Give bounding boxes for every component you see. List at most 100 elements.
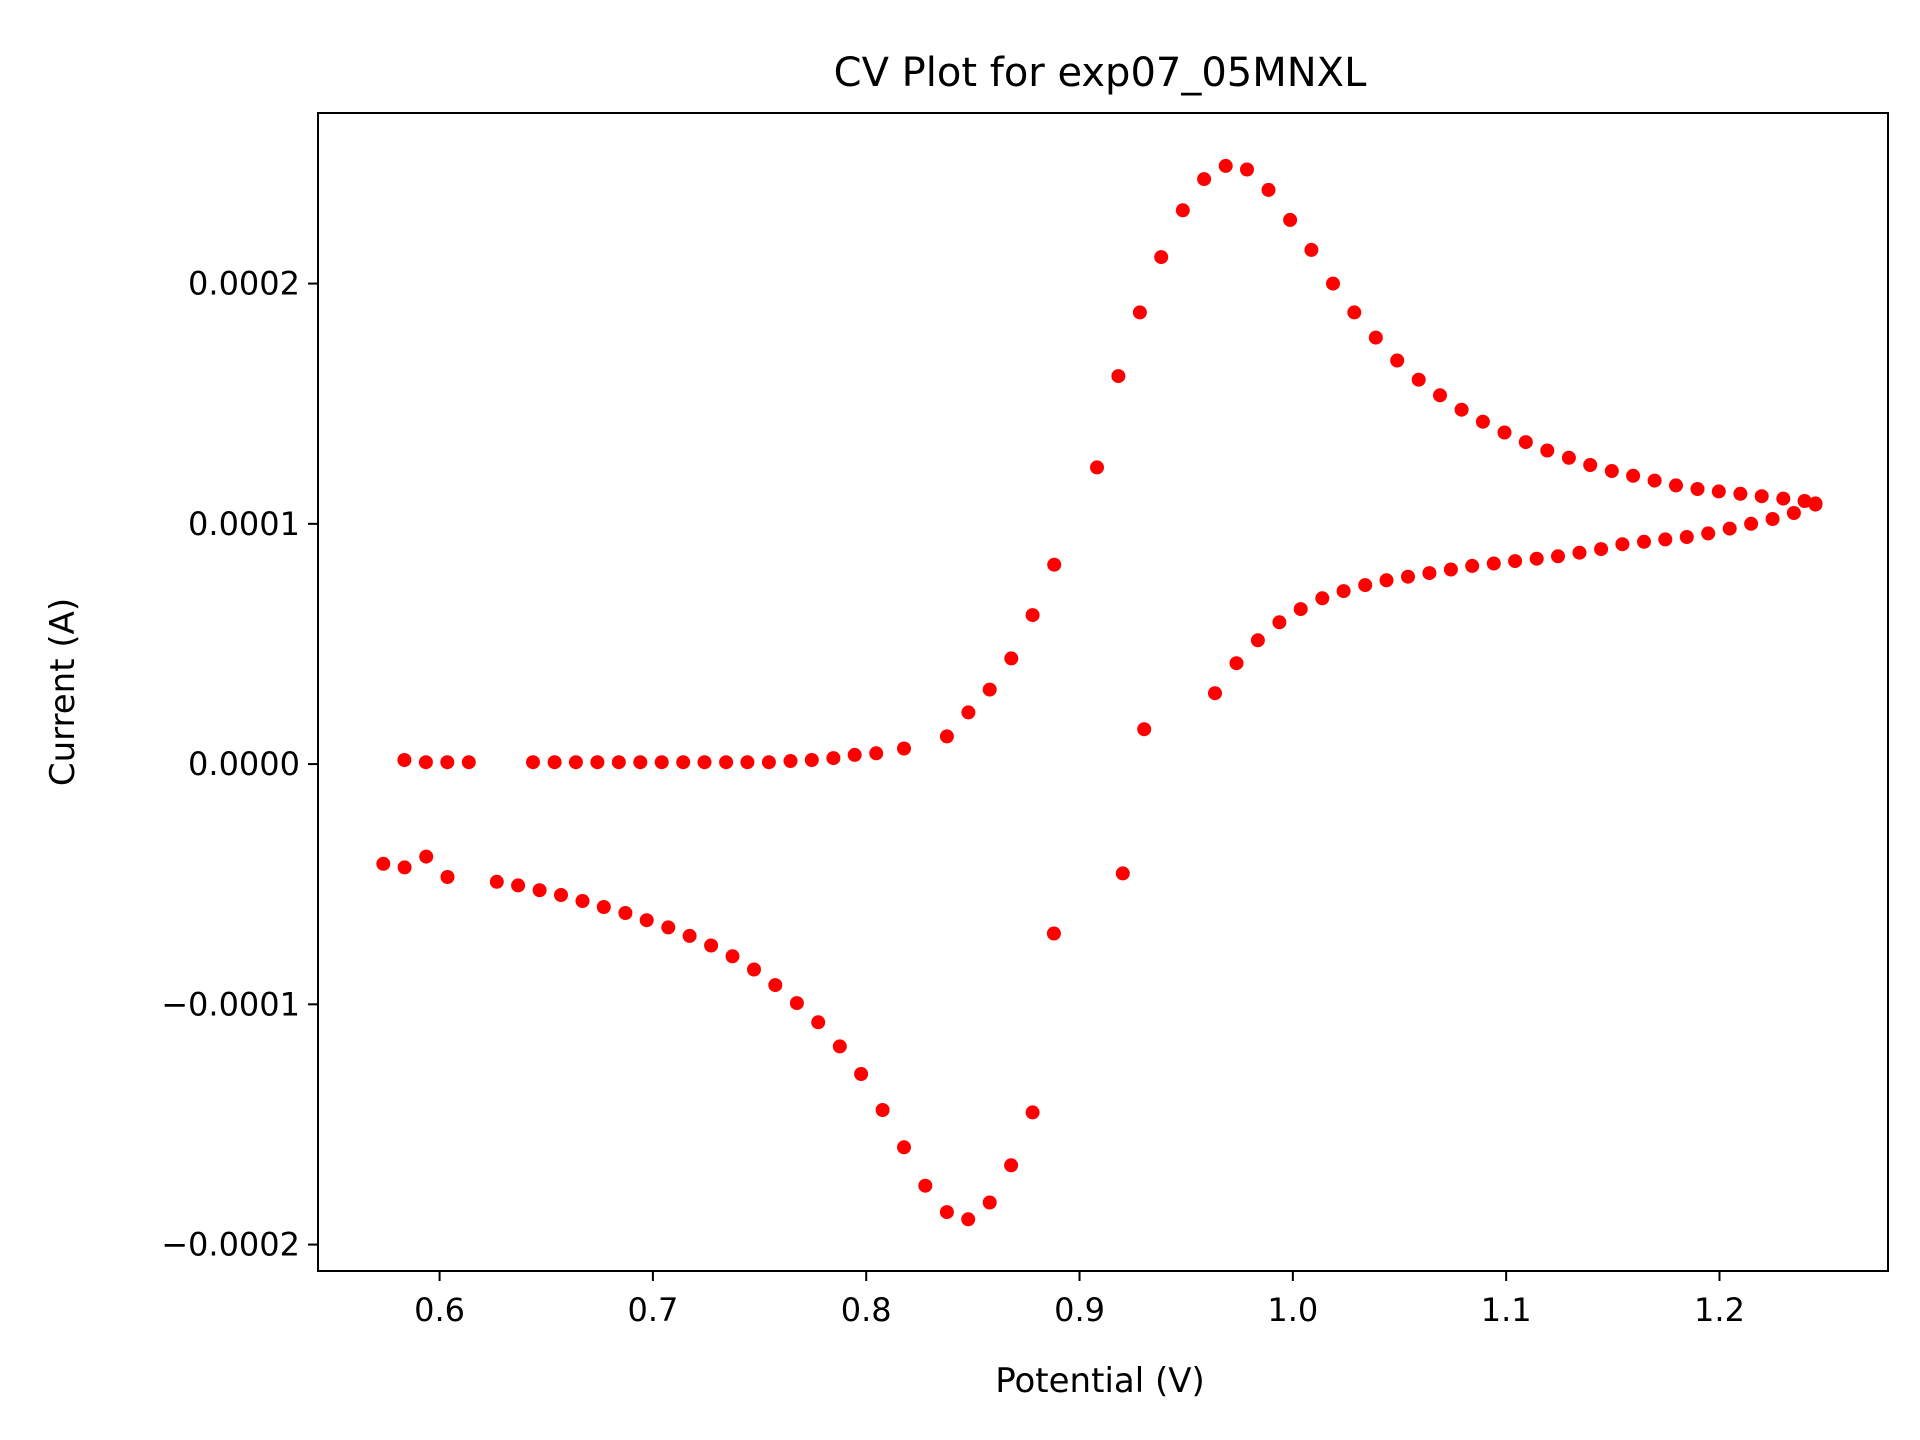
data-point (1443, 562, 1458, 577)
data-point (897, 741, 911, 756)
data-point (1272, 615, 1287, 630)
data-point (1454, 402, 1469, 417)
data-point (618, 906, 633, 920)
data-point (1679, 530, 1694, 544)
data-point (1604, 464, 1619, 478)
x-tick-label: 0.6 (414, 1291, 465, 1329)
data-point (1765, 512, 1780, 526)
data-point (1733, 486, 1748, 501)
data-point (1379, 573, 1394, 588)
data-point (897, 1140, 911, 1155)
data-point (1175, 203, 1190, 218)
data-point (1647, 473, 1662, 488)
data-point (811, 1015, 826, 1030)
data-point (633, 755, 648, 770)
data-point (1229, 656, 1244, 671)
data-point (1197, 172, 1212, 187)
data-point (761, 755, 776, 770)
x-tick-label: 0.8 (841, 1291, 892, 1329)
data-point (1540, 443, 1555, 458)
data-point (1293, 602, 1308, 617)
data-point (725, 949, 740, 964)
data-point (1658, 532, 1673, 547)
data-point (918, 1178, 933, 1193)
data-point (826, 751, 841, 766)
data-point (1786, 506, 1801, 520)
data-point (575, 894, 590, 908)
y-tick-label: 0.0002 (188, 265, 300, 303)
data-point (639, 913, 654, 928)
data-point (982, 1195, 997, 1210)
data-point (611, 755, 626, 770)
data-point (1368, 330, 1383, 345)
data-point (1486, 556, 1501, 571)
data-point (1433, 388, 1447, 403)
x-axis-label: Potential (V) (995, 1361, 1205, 1401)
data-point (654, 755, 669, 770)
data-point (1690, 482, 1705, 496)
data-point (1401, 569, 1415, 584)
data-point (1004, 1158, 1019, 1173)
data-point (697, 755, 712, 770)
data-point (590, 755, 605, 770)
data-point (1615, 537, 1630, 552)
data-point (1465, 558, 1480, 573)
y-tick-label: 0.0001 (188, 505, 300, 543)
data-point (418, 755, 433, 770)
data-point (1261, 182, 1276, 197)
data-point (1111, 369, 1126, 384)
data-point (789, 996, 804, 1011)
data-point (1475, 414, 1490, 429)
data-point (1218, 158, 1233, 173)
data-point (1808, 497, 1823, 512)
data-point (1347, 305, 1362, 320)
data-point (854, 1067, 869, 1081)
y-tick-label: −0.0002 (161, 1226, 300, 1264)
data-point (1711, 484, 1726, 499)
data-point (1326, 276, 1340, 291)
data-point (1208, 686, 1222, 701)
data-point (419, 849, 434, 864)
y-axis-label: Current (A) (43, 598, 83, 786)
data-point (1422, 566, 1437, 581)
x-tick-label: 1.0 (1267, 1291, 1318, 1329)
data-point (1046, 926, 1061, 941)
data-point (1390, 353, 1405, 368)
data-point (1336, 584, 1351, 599)
data-point (1025, 608, 1040, 623)
data-point (1776, 491, 1791, 506)
data-point (1561, 450, 1576, 465)
data-point (1669, 478, 1683, 493)
plot-frame (317, 112, 1889, 1272)
data-point (489, 874, 504, 889)
data-point (376, 856, 391, 871)
data-point (832, 1039, 847, 1054)
data-point (547, 755, 562, 770)
data-point (1240, 162, 1254, 177)
data-point (1154, 250, 1169, 265)
data-point (1722, 521, 1737, 536)
data-point (1497, 425, 1512, 440)
data-point (1701, 526, 1716, 541)
data-point (747, 962, 761, 977)
data-point (1754, 489, 1769, 504)
data-point (1132, 305, 1147, 320)
data-point (1047, 557, 1062, 572)
data-point (661, 920, 676, 935)
data-point (676, 755, 691, 770)
data-point (1583, 458, 1598, 472)
data-point (1572, 545, 1587, 560)
x-tick-label: 0.7 (627, 1291, 678, 1329)
data-point (397, 753, 412, 767)
x-tick-label: 0.9 (1054, 1291, 1105, 1329)
data-point (1315, 591, 1330, 606)
data-point (1518, 435, 1533, 450)
data-point (961, 705, 976, 720)
data-point (1025, 1105, 1040, 1120)
data-point (719, 755, 734, 770)
data-point (532, 883, 547, 898)
data-point (397, 860, 412, 875)
data-points-group (376, 158, 1823, 1227)
data-point (1283, 212, 1298, 227)
